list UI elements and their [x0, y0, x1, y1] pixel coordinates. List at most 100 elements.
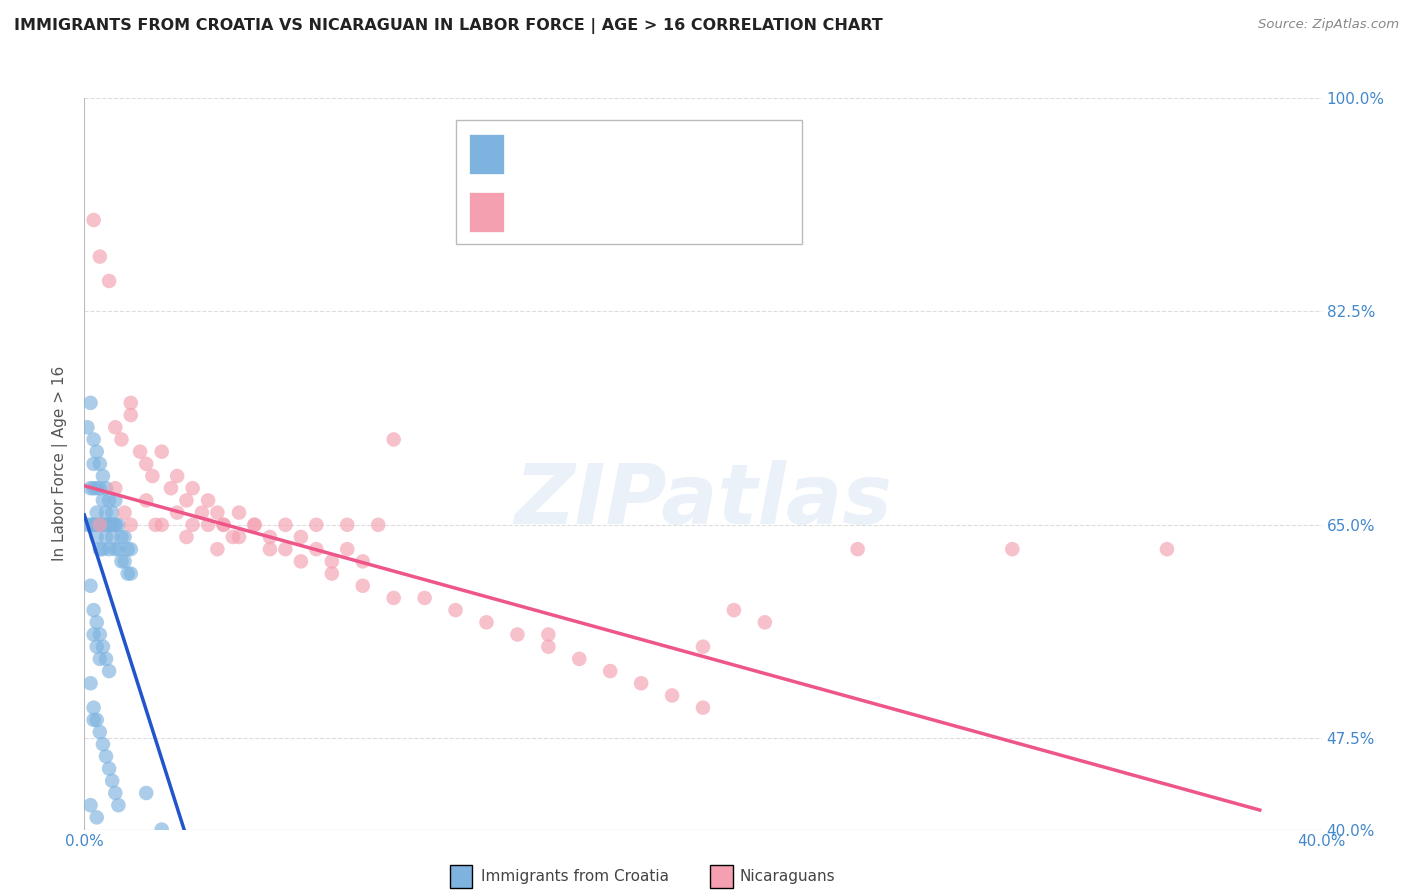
- Point: [305, 542, 328, 557]
- Point: [150, 444, 173, 458]
- Point: [83, 700, 105, 714]
- Point: [86, 444, 108, 458]
- Point: [89, 652, 111, 666]
- Point: [79, 676, 101, 690]
- Point: [129, 444, 152, 458]
- Text: IMMIGRANTS FROM CROATIA VS NICARAGUAN IN LABOR FORCE | AGE > 16 CORRELATION CHAR: IMMIGRANTS FROM CROATIA VS NICARAGUAN IN…: [14, 18, 883, 34]
- Point: [79, 396, 101, 410]
- Point: [94, 749, 117, 764]
- Point: [91, 640, 114, 654]
- Point: [83, 457, 105, 471]
- Point: [89, 725, 111, 739]
- Point: [135, 493, 157, 508]
- Point: [94, 530, 117, 544]
- Point: [79, 481, 101, 495]
- Point: [166, 506, 188, 520]
- Text: Immigrants from Croatia: Immigrants from Croatia: [481, 870, 669, 884]
- Point: [94, 517, 117, 532]
- Point: [150, 822, 173, 837]
- Point: [98, 762, 121, 776]
- Point: [382, 433, 405, 447]
- Point: [83, 517, 105, 532]
- Point: [274, 542, 297, 557]
- Point: [83, 517, 105, 532]
- Point: [336, 517, 359, 532]
- Point: [89, 627, 111, 641]
- Point: [79, 579, 101, 593]
- Point: [86, 530, 108, 544]
- Point: [723, 603, 745, 617]
- Point: [104, 481, 127, 495]
- Point: [94, 506, 117, 520]
- Point: [83, 627, 105, 641]
- Point: [336, 542, 359, 557]
- Point: [197, 493, 219, 508]
- Point: [94, 481, 117, 495]
- Text: Source: ZipAtlas.com: Source: ZipAtlas.com: [1258, 18, 1399, 31]
- Point: [181, 517, 204, 532]
- Point: [120, 542, 142, 557]
- Point: [86, 640, 108, 654]
- Point: [117, 542, 139, 557]
- Point: [352, 554, 374, 568]
- Point: [104, 542, 127, 557]
- Point: [444, 603, 467, 617]
- Point: [413, 591, 436, 605]
- Point: [243, 517, 266, 532]
- Point: [568, 652, 591, 666]
- Point: [599, 664, 621, 678]
- Point: [98, 274, 121, 288]
- Point: [101, 773, 124, 788]
- Point: [141, 469, 163, 483]
- Point: [76, 517, 98, 532]
- Point: [537, 640, 560, 654]
- Point: [86, 517, 108, 532]
- Point: [104, 517, 127, 532]
- Point: [207, 542, 229, 557]
- Point: [506, 627, 529, 641]
- Point: [166, 469, 188, 483]
- Point: [191, 506, 214, 520]
- Point: [197, 517, 219, 532]
- Point: [243, 517, 266, 532]
- Point: [846, 542, 869, 557]
- Point: [107, 798, 129, 813]
- Point: [145, 517, 167, 532]
- Point: [83, 603, 105, 617]
- Point: [86, 713, 108, 727]
- Y-axis label: In Labor Force | Age > 16: In Labor Force | Age > 16: [52, 367, 69, 561]
- Point: [91, 737, 114, 751]
- Point: [104, 493, 127, 508]
- Point: [117, 566, 139, 581]
- Point: [110, 530, 132, 544]
- Point: [83, 481, 105, 495]
- Point: [692, 640, 714, 654]
- Point: [101, 506, 124, 520]
- Point: [79, 798, 101, 813]
- Point: [83, 713, 105, 727]
- Point: [754, 615, 776, 630]
- Point: [537, 627, 560, 641]
- Point: [89, 481, 111, 495]
- Point: [114, 530, 136, 544]
- Point: [101, 517, 124, 532]
- Point: [98, 517, 121, 532]
- Point: [104, 420, 127, 434]
- Point: [176, 493, 198, 508]
- Point: [86, 506, 108, 520]
- Point: [222, 530, 245, 544]
- Point: [181, 481, 204, 495]
- Point: [135, 786, 157, 800]
- Point: [259, 542, 281, 557]
- Point: [228, 506, 250, 520]
- Point: [79, 517, 101, 532]
- Point: [212, 517, 235, 532]
- Point: [120, 408, 142, 422]
- Point: [107, 542, 129, 557]
- Point: [290, 554, 312, 568]
- Point: [89, 517, 111, 532]
- Point: [98, 493, 121, 508]
- Point: [89, 542, 111, 557]
- Point: [367, 517, 389, 532]
- Point: [91, 542, 114, 557]
